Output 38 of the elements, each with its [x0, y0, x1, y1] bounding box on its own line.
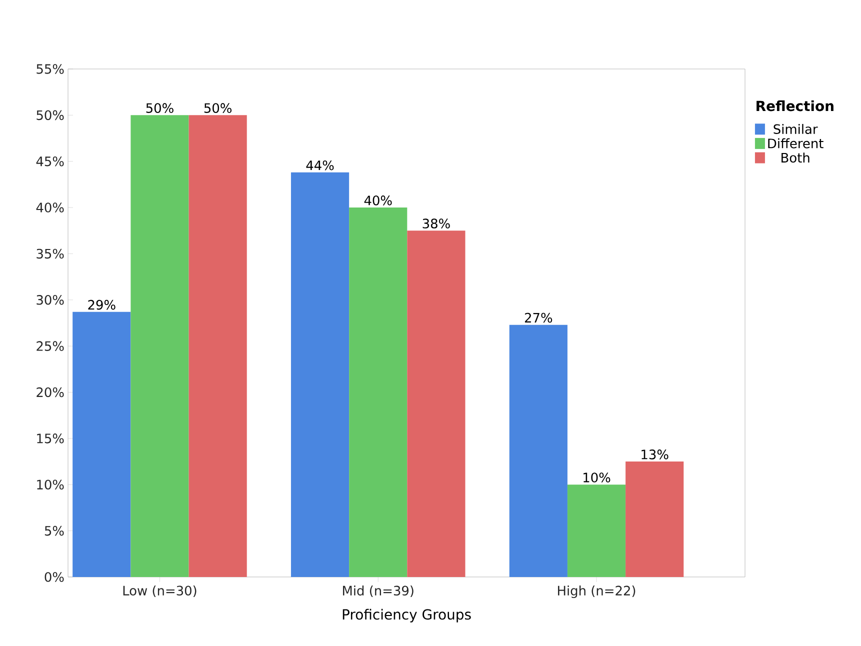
x-axis-title: Proficiency Groups	[342, 608, 471, 622]
legend-label: Similar	[774, 124, 818, 134]
y-tick-label: 0%	[44, 572, 64, 582]
legend-label: Both	[782, 152, 810, 163]
y-tick-label: 45%	[36, 156, 64, 166]
x-tick-label: Mid (n=39)	[343, 586, 414, 598]
y-tick-label: 50%	[36, 110, 64, 120]
x-tick-label: High (n=22)	[558, 586, 636, 598]
data-label: 29%	[88, 300, 116, 310]
y-tick-label: 35%	[36, 248, 64, 259]
data-label: 27%	[524, 312, 552, 323]
bar	[130, 115, 189, 577]
y-tick-label: 5%	[44, 526, 64, 536]
y-tick-label: 25%	[36, 341, 64, 351]
y-tick-label: 30%	[36, 295, 64, 305]
bar	[509, 324, 568, 577]
y-tick-label: 20%	[36, 387, 64, 398]
y-tick-label: 15%	[37, 434, 64, 444]
bar	[567, 484, 626, 577]
x-tick-label: Low (n=30)	[123, 586, 196, 598]
y-tick-label: 10%	[37, 480, 64, 490]
y-tick-label: 40%	[36, 202, 64, 212]
data-label: 38%	[422, 218, 450, 228]
bar	[290, 172, 350, 577]
data-label: 44%	[306, 160, 334, 170]
bar	[349, 208, 408, 577]
bar	[188, 115, 247, 577]
bar	[626, 462, 684, 577]
y-tick-label: 55%	[36, 64, 64, 74]
legend-label: Different	[768, 138, 824, 148]
data-label: 40%	[364, 196, 392, 206]
bar	[407, 230, 466, 577]
data-label: 50%	[146, 103, 174, 113]
data-label: 10%	[584, 472, 610, 482]
data-label: 50%	[204, 103, 232, 113]
data-label: 13%	[642, 450, 668, 460]
bar	[72, 312, 131, 577]
legend-title: Reflection	[756, 100, 834, 112]
